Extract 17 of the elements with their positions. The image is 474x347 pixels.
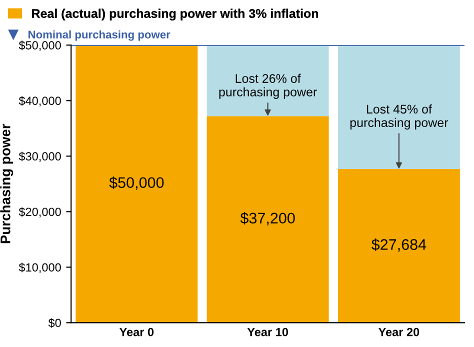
annotation: Lost 26% of purchasing power: [219, 74, 317, 99]
legend-label: Real (actual) purchasing power with 3% inflation: [32, 8, 318, 20]
y-tick-label: $50,000: [18, 40, 61, 51]
data-label: $50,000: [109, 176, 164, 190]
y-tick-label: $30,000: [18, 152, 61, 162]
ref-line-label: Nominal purchasing power: [28, 30, 170, 41]
y-axis-title: Purchasing power: [0, 124, 14, 244]
y-tick-label: $10,000: [18, 262, 61, 273]
data-label: $37,200: [240, 212, 295, 226]
y-tick-label: $40,000: [18, 96, 61, 106]
x-tick-label: Year 20: [378, 328, 420, 336]
y-tick-label: $20,000: [18, 207, 61, 218]
annotation: Lost 45% of purchasing power: [350, 104, 448, 130]
data-label: $27,684: [372, 238, 426, 252]
y-tick-label: $0: [48, 318, 61, 328]
x-tick-label: Year 10: [247, 328, 288, 336]
x-tick-label: Year 0: [119, 328, 154, 336]
